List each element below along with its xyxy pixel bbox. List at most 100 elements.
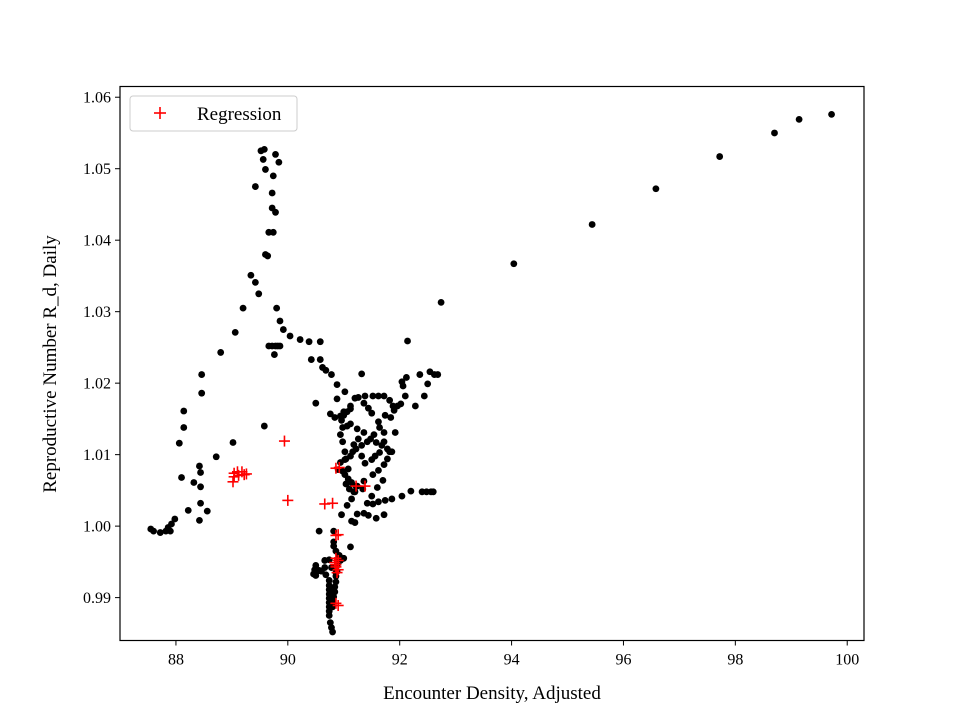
y-tick-label: 1.04 xyxy=(83,233,111,250)
regression-point xyxy=(332,529,344,541)
data-point xyxy=(387,414,395,421)
data-point xyxy=(353,425,361,433)
data-point xyxy=(198,389,206,397)
data-point xyxy=(296,336,304,343)
data-point xyxy=(372,514,380,522)
data-point xyxy=(178,474,185,481)
data-point xyxy=(322,366,330,374)
regression-point xyxy=(330,597,342,609)
legend: Regression xyxy=(129,95,298,132)
data-point xyxy=(268,189,276,197)
data-point xyxy=(652,185,660,193)
data-point xyxy=(270,351,278,358)
data-point xyxy=(331,588,339,596)
data-point xyxy=(389,402,397,410)
data-point xyxy=(343,501,351,509)
data-point xyxy=(360,399,368,407)
x-tick-label: 96 xyxy=(615,652,631,669)
data-point xyxy=(347,543,354,551)
regression-point xyxy=(333,462,345,474)
legend-box xyxy=(129,95,298,132)
x-axis: 88 90 92 94 96 98 100 xyxy=(168,640,859,669)
regression-point xyxy=(282,494,294,506)
regression-point xyxy=(240,468,252,480)
x-tick-label: 90 xyxy=(280,652,296,669)
data-point xyxy=(168,520,175,528)
data-point xyxy=(203,507,211,515)
data-point xyxy=(349,448,357,456)
data-point xyxy=(380,429,388,436)
data-point xyxy=(375,392,382,400)
data-point xyxy=(196,462,203,470)
data-point xyxy=(398,492,406,500)
data-point xyxy=(391,429,399,436)
data-point xyxy=(217,349,225,356)
data-point xyxy=(307,356,315,363)
data-point xyxy=(333,395,341,403)
data-point xyxy=(416,371,424,378)
data-point xyxy=(716,153,724,160)
data-point xyxy=(375,418,382,426)
data-point xyxy=(369,392,377,400)
data-point xyxy=(269,228,277,236)
data-point xyxy=(264,252,272,260)
data-point xyxy=(350,441,358,449)
data-point xyxy=(361,459,369,467)
data-point xyxy=(369,471,377,479)
data-point xyxy=(333,381,341,388)
data-point xyxy=(196,517,203,524)
x-axis-label: Encounter Density, Adjusted xyxy=(383,683,601,704)
regression-point xyxy=(332,564,344,576)
regression-point xyxy=(228,471,240,483)
data-point xyxy=(368,409,376,417)
data-point xyxy=(398,378,406,386)
data-point xyxy=(375,498,382,506)
data-point xyxy=(403,374,410,381)
data-point xyxy=(401,392,409,400)
regression-point xyxy=(332,599,344,611)
data-point xyxy=(353,510,361,518)
data-point xyxy=(381,496,389,504)
data-point xyxy=(588,221,596,228)
data-point xyxy=(771,129,778,137)
data-point xyxy=(360,477,368,485)
data-point xyxy=(337,459,344,466)
data-point xyxy=(363,438,371,446)
y-tick-label: 1.03 xyxy=(83,304,111,321)
data-point xyxy=(358,370,366,378)
data-point xyxy=(388,495,396,503)
data-point xyxy=(262,166,269,173)
data-point xyxy=(369,500,377,508)
data-point xyxy=(341,388,349,396)
data-point xyxy=(286,332,294,340)
data-point xyxy=(380,461,388,469)
data-point xyxy=(251,183,259,190)
data-point xyxy=(229,439,237,446)
data-point xyxy=(175,439,183,447)
data-point xyxy=(322,571,330,579)
data-point xyxy=(197,469,204,476)
data-point xyxy=(510,260,518,268)
x-tick-label: 94 xyxy=(504,652,520,669)
data-point xyxy=(337,431,344,439)
data-point xyxy=(828,110,835,118)
data-point xyxy=(328,371,335,378)
data-point xyxy=(364,404,372,412)
data-point xyxy=(156,529,164,536)
legend-label-regression: Regression xyxy=(197,104,282,125)
data-point xyxy=(255,290,263,298)
data-point xyxy=(329,628,336,636)
regression-point xyxy=(227,476,239,488)
data-point xyxy=(316,338,324,346)
data-point xyxy=(212,453,220,461)
data-point xyxy=(404,337,411,345)
data-point xyxy=(348,517,355,525)
data-point xyxy=(180,424,188,431)
data-point xyxy=(363,499,371,507)
data-point xyxy=(344,465,352,473)
data-point xyxy=(429,488,437,496)
data-point xyxy=(342,455,350,463)
regression-point xyxy=(329,557,341,569)
data-point xyxy=(279,326,287,333)
